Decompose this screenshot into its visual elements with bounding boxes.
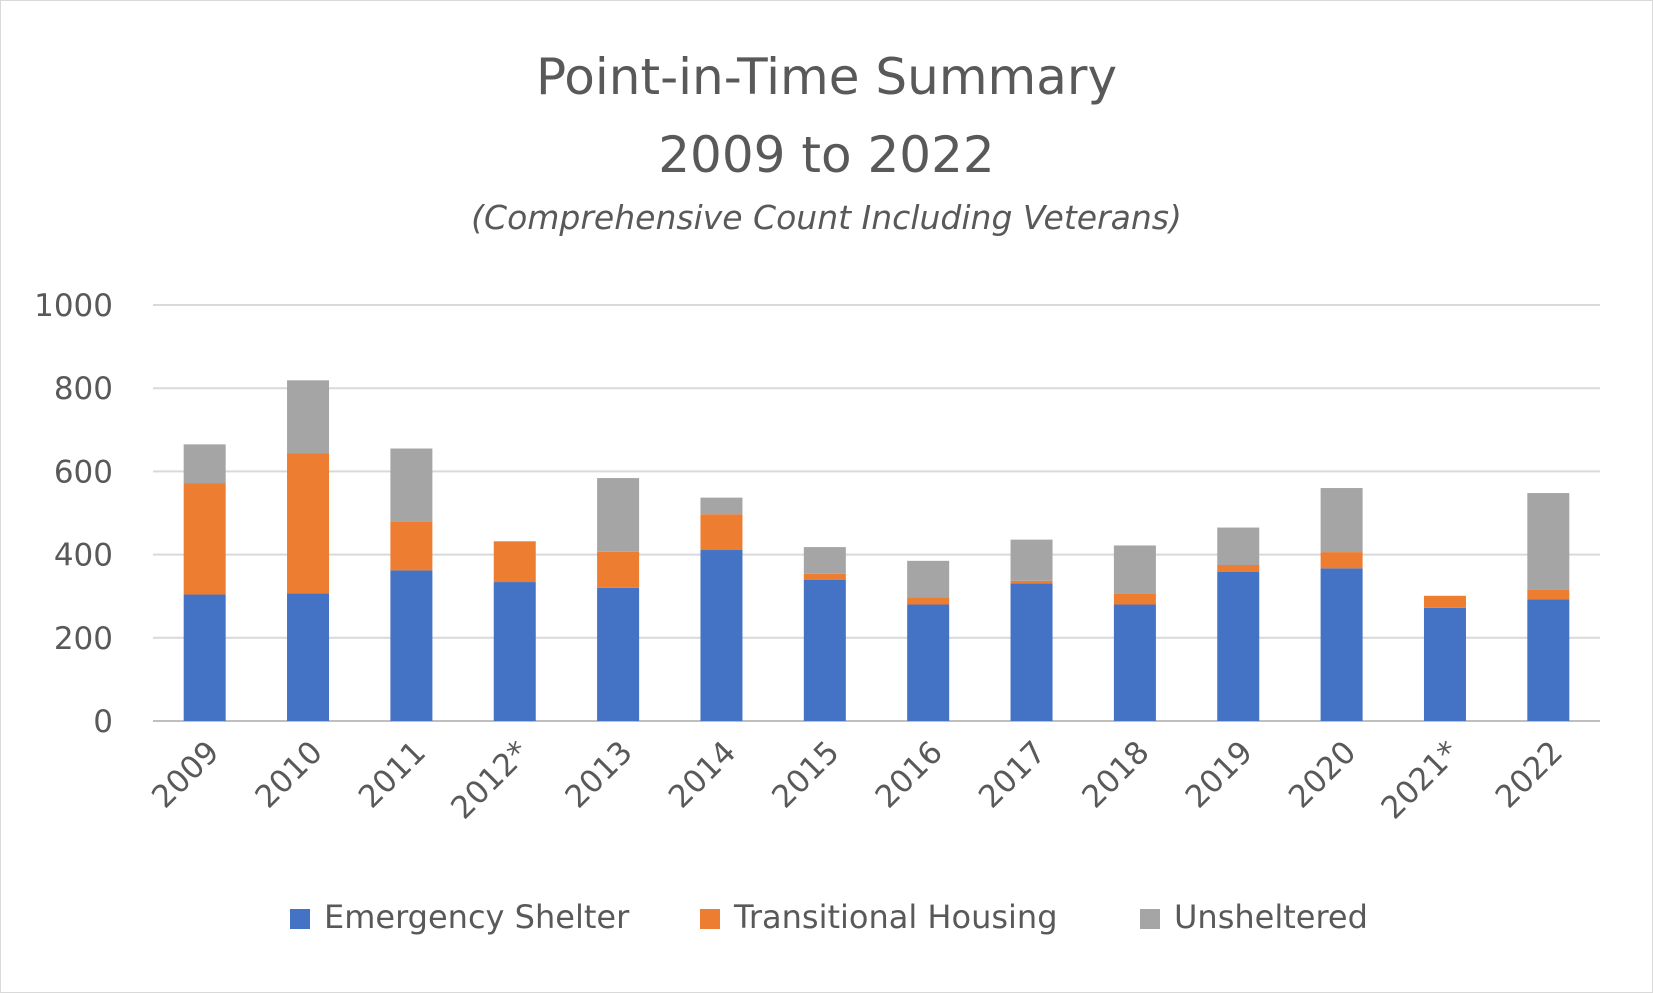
bar-emergency-shelter bbox=[597, 587, 640, 721]
x-tick-label: 2019 bbox=[1179, 734, 1260, 815]
x-tick-label: 2021* bbox=[1374, 734, 1466, 826]
bar-transitional-housing bbox=[390, 521, 433, 571]
bar-transitional-housing bbox=[1010, 580, 1053, 584]
bar-unsheltered bbox=[907, 560, 950, 598]
bar-transitional-housing bbox=[597, 551, 640, 588]
bar-emergency-shelter bbox=[287, 593, 330, 721]
bar-transitional-housing bbox=[1527, 589, 1570, 600]
bar-emergency-shelter bbox=[700, 550, 743, 721]
bar-unsheltered bbox=[1527, 493, 1570, 590]
legend-swatch bbox=[290, 909, 310, 929]
bar-unsheltered bbox=[1320, 488, 1363, 553]
legend-label: Unsheltered bbox=[1174, 898, 1368, 936]
x-tick-label: 2015 bbox=[765, 734, 846, 815]
y-tick-label: 400 bbox=[54, 538, 113, 574]
bar-emergency-shelter bbox=[183, 594, 226, 721]
bar-emergency-shelter bbox=[1113, 604, 1156, 721]
x-tick-label: 2018 bbox=[1075, 734, 1156, 815]
bar-transitional-housing bbox=[1217, 565, 1260, 572]
chart-subtitle: (Comprehensive Count Including Veterans) bbox=[471, 198, 1182, 237]
bar-transitional-housing bbox=[1320, 552, 1363, 569]
x-tick-label: 2016 bbox=[869, 734, 950, 815]
bar-emergency-shelter bbox=[1527, 599, 1570, 721]
bar-transitional-housing bbox=[700, 514, 743, 551]
y-tick-label: 0 bbox=[93, 704, 113, 740]
bar-unsheltered bbox=[700, 497, 743, 515]
bar-emergency-shelter bbox=[907, 604, 950, 721]
bar-unsheltered bbox=[1010, 539, 1053, 581]
legend-label: Transitional Housing bbox=[733, 898, 1058, 936]
x-tick-label: 2010 bbox=[248, 734, 329, 815]
bar-unsheltered bbox=[803, 547, 846, 574]
bar-transitional-housing bbox=[183, 483, 226, 595]
bar-emergency-shelter bbox=[1320, 568, 1363, 721]
legend-swatch bbox=[700, 909, 720, 929]
bar-emergency-shelter bbox=[390, 570, 433, 721]
bar-unsheltered bbox=[597, 478, 640, 552]
x-tick-label: 2022 bbox=[1489, 734, 1570, 815]
bar-transitional-housing bbox=[1113, 593, 1156, 605]
legend-label: Emergency Shelter bbox=[324, 898, 630, 936]
chart-title: Point-in-Time Summary bbox=[535, 48, 1118, 106]
bar-unsheltered bbox=[287, 380, 330, 454]
y-tick-label: 800 bbox=[54, 371, 113, 407]
y-tick-label: 200 bbox=[54, 621, 113, 657]
x-tick-label: 2020 bbox=[1282, 734, 1363, 815]
bar-transitional-housing bbox=[493, 541, 536, 583]
bar-transitional-housing bbox=[803, 573, 846, 580]
bar-emergency-shelter bbox=[1010, 583, 1053, 721]
bar-transitional-housing bbox=[1423, 595, 1466, 608]
bar-unsheltered bbox=[1217, 527, 1260, 565]
x-tick-label: 2017 bbox=[972, 734, 1053, 815]
bar-unsheltered bbox=[1113, 545, 1156, 594]
x-tick-label: 2013 bbox=[559, 734, 640, 815]
bar-unsheltered bbox=[183, 444, 226, 484]
bar-emergency-shelter bbox=[1423, 607, 1466, 721]
bar-emergency-shelter bbox=[1217, 571, 1260, 721]
x-tick-label: 2009 bbox=[145, 734, 226, 815]
bar-unsheltered bbox=[390, 448, 433, 522]
bar-transitional-housing bbox=[907, 597, 950, 605]
bar-emergency-shelter bbox=[803, 579, 846, 721]
y-tick-label: 600 bbox=[54, 454, 113, 490]
x-tick-label: 2014 bbox=[662, 734, 743, 815]
y-tick-label: 1000 bbox=[34, 288, 113, 324]
bar-emergency-shelter bbox=[493, 582, 536, 721]
chart-title-line2: 2009 to 2022 bbox=[658, 126, 995, 184]
x-tick-label: 2011 bbox=[352, 734, 433, 815]
bar-transitional-housing bbox=[287, 453, 330, 594]
legend-swatch bbox=[1140, 909, 1160, 929]
x-tick-label: 2012* bbox=[444, 734, 536, 826]
